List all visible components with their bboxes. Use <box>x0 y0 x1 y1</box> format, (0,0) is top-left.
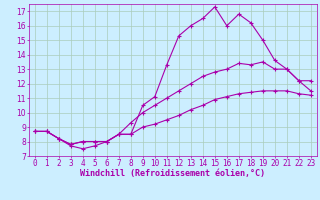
X-axis label: Windchill (Refroidissement éolien,°C): Windchill (Refroidissement éolien,°C) <box>80 169 265 178</box>
